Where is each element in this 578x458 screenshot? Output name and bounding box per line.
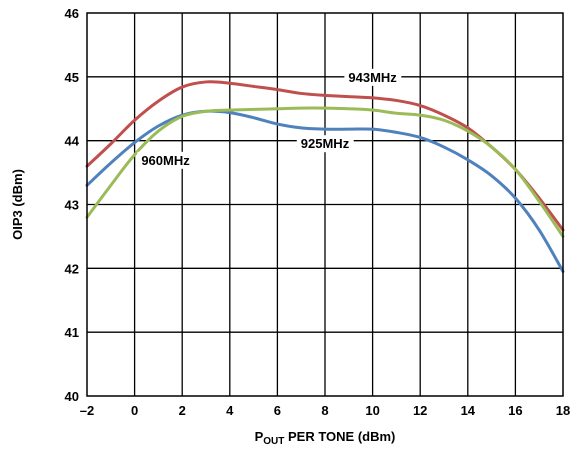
y-tick-label: 40 (65, 389, 79, 404)
series-labels: 943MHz 925MHz 960MHz (137, 68, 402, 169)
y-tick-label: 44 (65, 134, 80, 149)
series-label-bg (137, 151, 195, 169)
x-tick-label: 2 (179, 403, 186, 418)
series-label-943mhz: 943MHz (348, 70, 397, 85)
y-tick-label: 46 (65, 6, 79, 21)
series-label-960mhz: 960MHz (141, 153, 190, 168)
y-axis-title: OIP3 (dBm) (10, 169, 25, 240)
series-label-bg (344, 68, 402, 86)
y-tick-label: 41 (65, 325, 79, 340)
y-tick-label: 45 (65, 70, 79, 85)
x-tick-label: 4 (226, 403, 234, 418)
series-line-960mhz (85, 106, 565, 238)
x-tick-label: 16 (508, 403, 522, 418)
series-lines (85, 80, 565, 274)
series-label-bg (296, 135, 354, 153)
x-axis-title-subscript: OUT (263, 436, 284, 447)
x-tick-label: –2 (80, 403, 94, 418)
x-tick-label: 0 (131, 403, 138, 418)
series-line-925mhz (85, 109, 565, 274)
x-tick-label: 6 (274, 403, 281, 418)
x-axis-title-rest: PER TONE (dBm) (284, 429, 395, 444)
x-axis-title: POUT PER TONE (dBm) (255, 429, 396, 447)
plot-frame (86, 12, 564, 397)
x-tick-label: 14 (461, 403, 476, 418)
x-tick-label: 12 (413, 403, 427, 418)
y-tick-label: 43 (65, 198, 79, 213)
x-axis-title-main: P (255, 429, 264, 444)
x-tick-label: 10 (365, 403, 379, 418)
x-tick-label: 18 (556, 403, 570, 418)
x-tick-label: 8 (321, 403, 328, 418)
series-label-925mhz: 925MHz (301, 136, 350, 151)
grid (87, 13, 563, 396)
y-tick-label: 42 (65, 261, 79, 276)
